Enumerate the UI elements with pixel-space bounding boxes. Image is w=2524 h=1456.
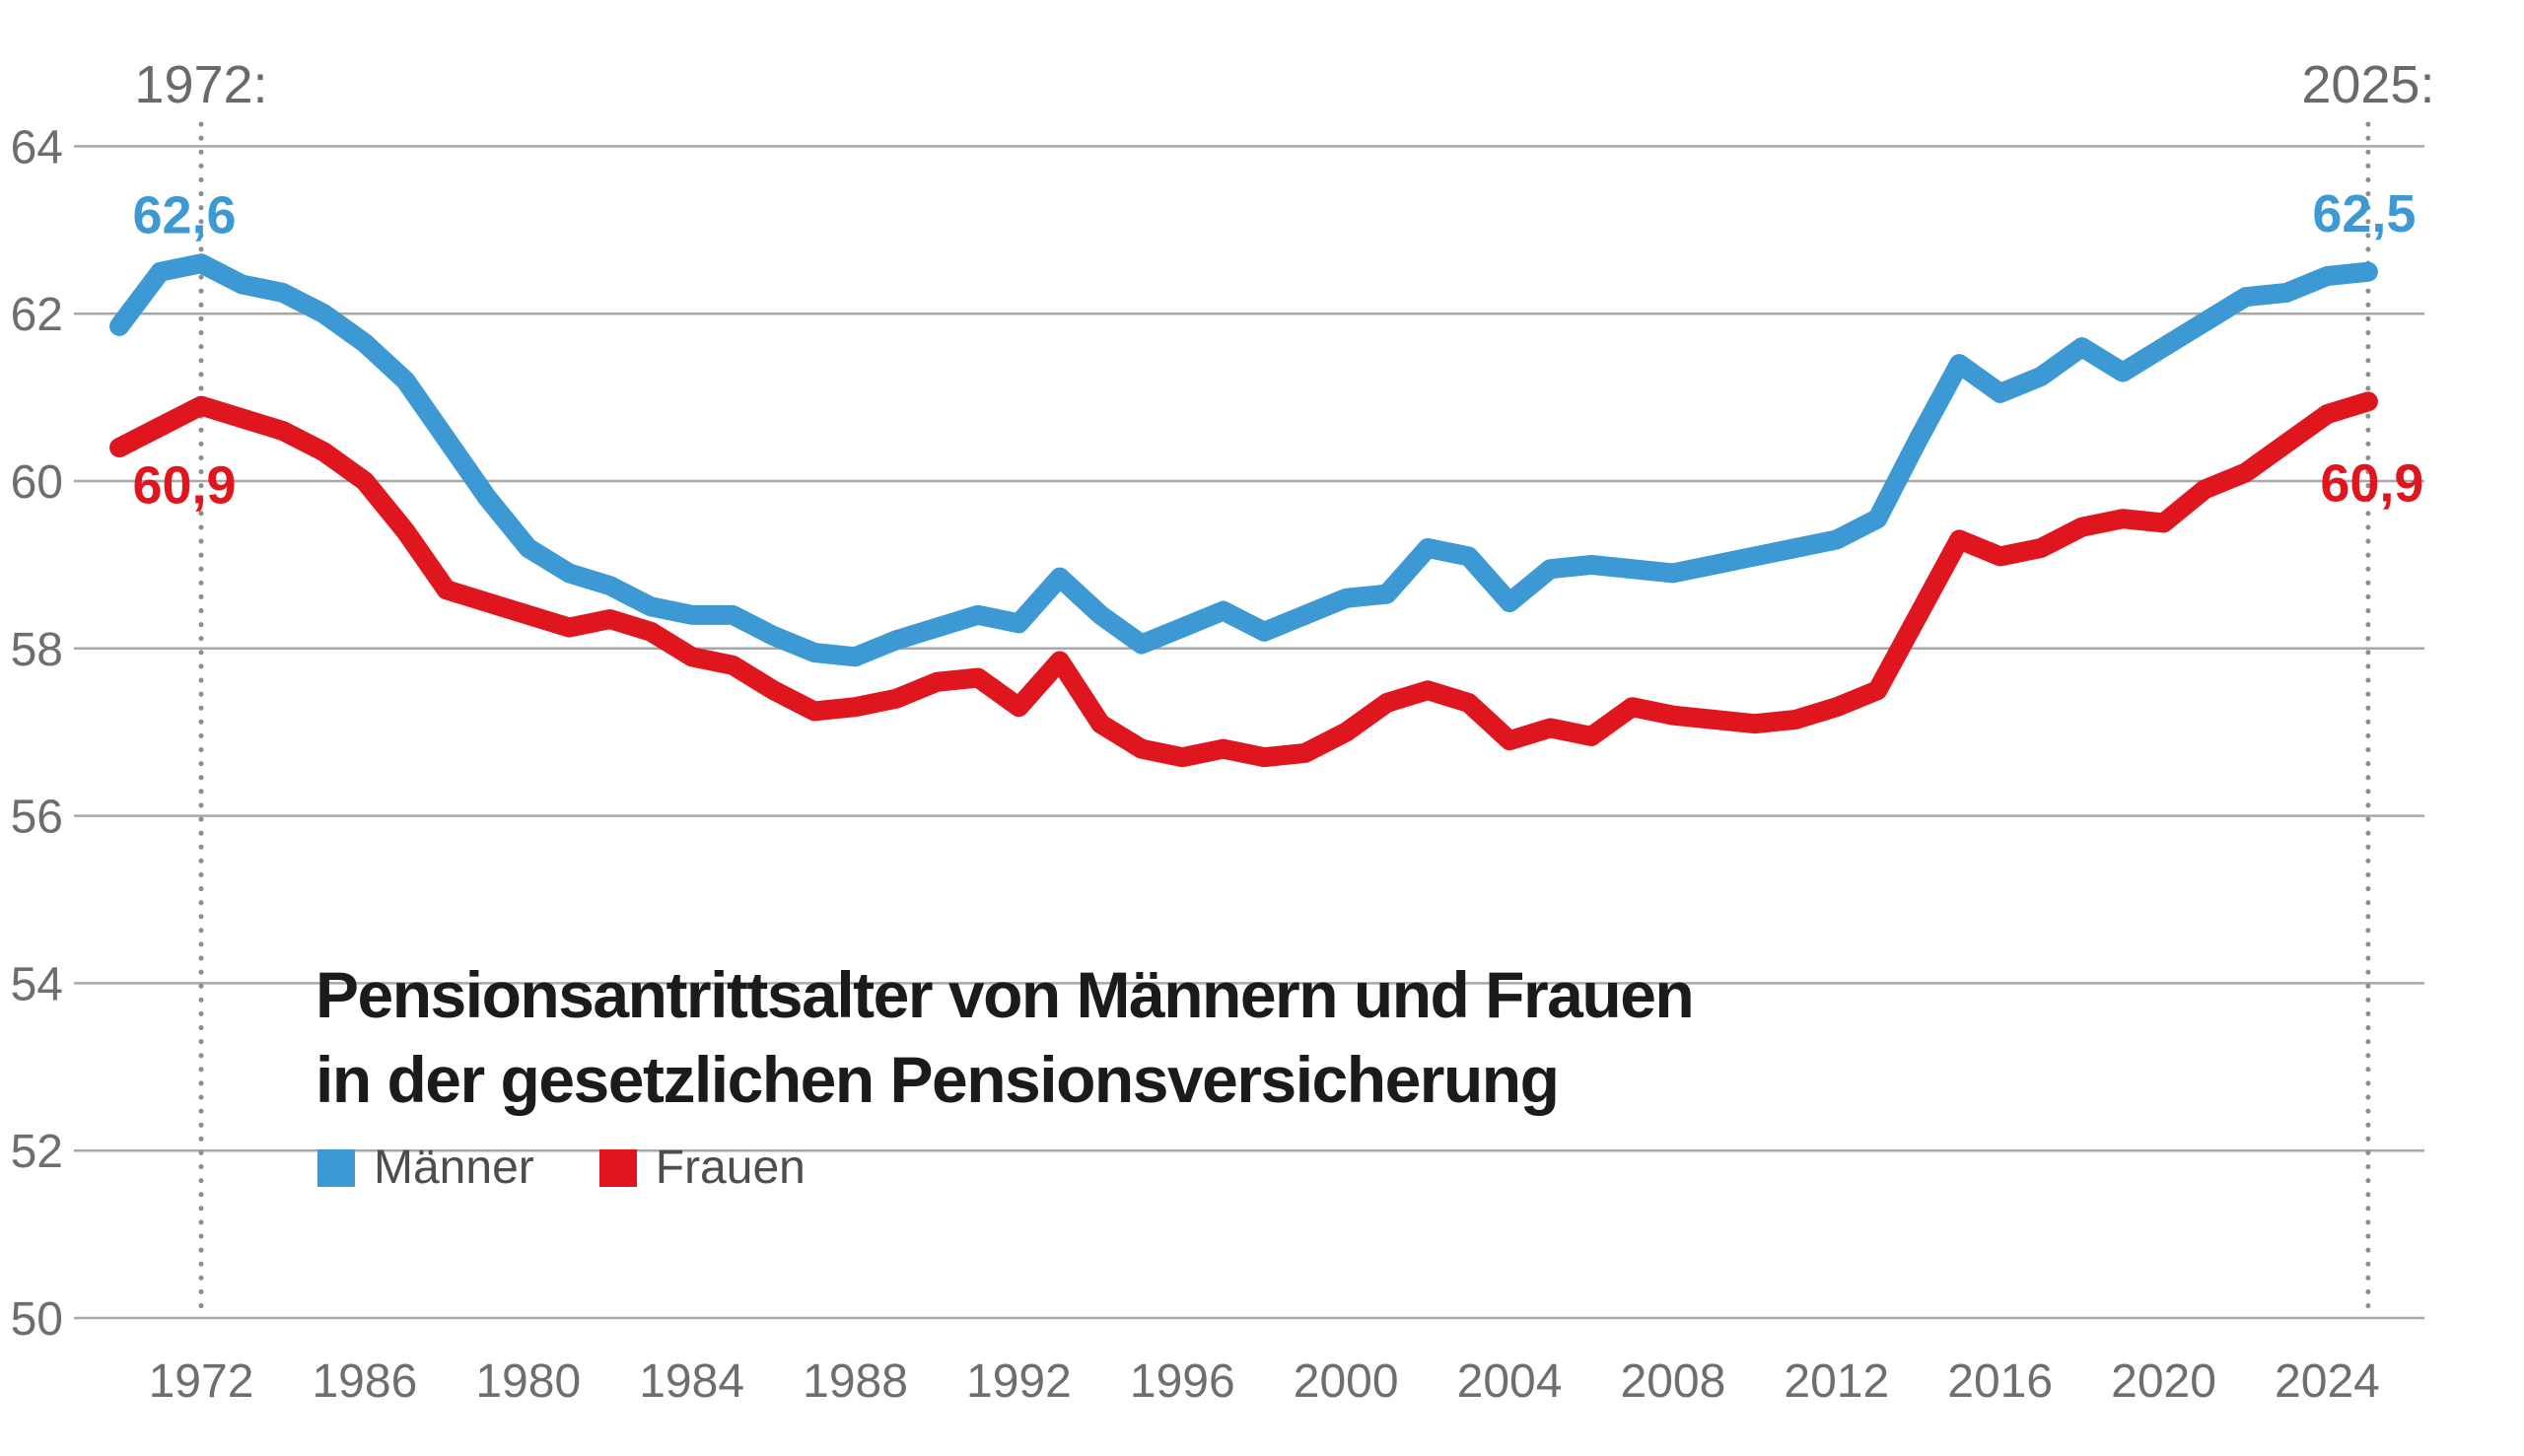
chart-title-line2: in der gesetzlichen Pensionsversicherung — [316, 1043, 1560, 1116]
chart-title: Pensionsantrittsalter von Männern und Fr… — [316, 952, 1695, 1122]
y-axis-tick-label: 54 — [11, 958, 63, 1010]
y-axis-tick-label: 60 — [11, 456, 63, 509]
series-line-frauen — [109, 391, 2378, 768]
annotation-frauen-2025: 60,9 — [2320, 454, 2423, 514]
legend-swatch-frauen — [598, 1149, 637, 1187]
x-axis-tick-label: 1984 — [639, 1355, 744, 1408]
legend-swatch-männer — [317, 1149, 355, 1187]
annotation-männer-2025: 62,5 — [2312, 184, 2416, 243]
x-axis-tick-label: 2008 — [1621, 1355, 1726, 1408]
marker-label-1972: 1972: — [134, 55, 267, 114]
x-axis-tick-label: 2012 — [1784, 1355, 1889, 1408]
chart-title-line1: Pensionsantrittsalter von Männern und Fr… — [316, 958, 1695, 1031]
x-axis-tick-label: 2004 — [1457, 1355, 1563, 1408]
series-line-männer — [109, 253, 2378, 667]
x-axis-tick-label: 1980 — [475, 1355, 581, 1408]
y-axis-tick-label: 50 — [11, 1293, 63, 1346]
x-axis-tick-label: 2000 — [1294, 1355, 1399, 1408]
x-axis-tick-label: 2024 — [2275, 1355, 2380, 1408]
legend-item-männer: Männer — [317, 1142, 534, 1194]
x-axis-tick-label: 1992 — [966, 1355, 1072, 1408]
legend-label-männer: Männer — [374, 1142, 534, 1194]
annotation-frauen-1972: 60,9 — [132, 456, 236, 516]
x-axis-tick-label: 1986 — [312, 1355, 417, 1408]
x-axis-tick-label: 2016 — [1947, 1355, 2053, 1408]
x-axis-tick-label: 1996 — [1130, 1355, 1235, 1408]
y-axis-tick-label: 58 — [11, 624, 63, 676]
chart-legend: Männer Frauen — [317, 1142, 871, 1194]
annotation-männer-1972: 62,6 — [132, 185, 236, 244]
y-axis-tick-label: 56 — [11, 792, 63, 844]
x-axis-tick-label: 2020 — [2111, 1355, 2216, 1408]
y-axis-tick-label: 62 — [11, 289, 63, 341]
x-axis-tick-label: 1972 — [149, 1355, 254, 1408]
y-axis-tick-label: 52 — [11, 1126, 63, 1178]
y-axis-tick-label: 64 — [11, 121, 63, 173]
marker-label-2025: 2025: — [2301, 55, 2434, 114]
legend-label-frauen: Frauen — [655, 1142, 806, 1194]
x-axis-tick-label: 1988 — [803, 1355, 908, 1408]
legend-item-frauen: Frauen — [598, 1142, 806, 1194]
